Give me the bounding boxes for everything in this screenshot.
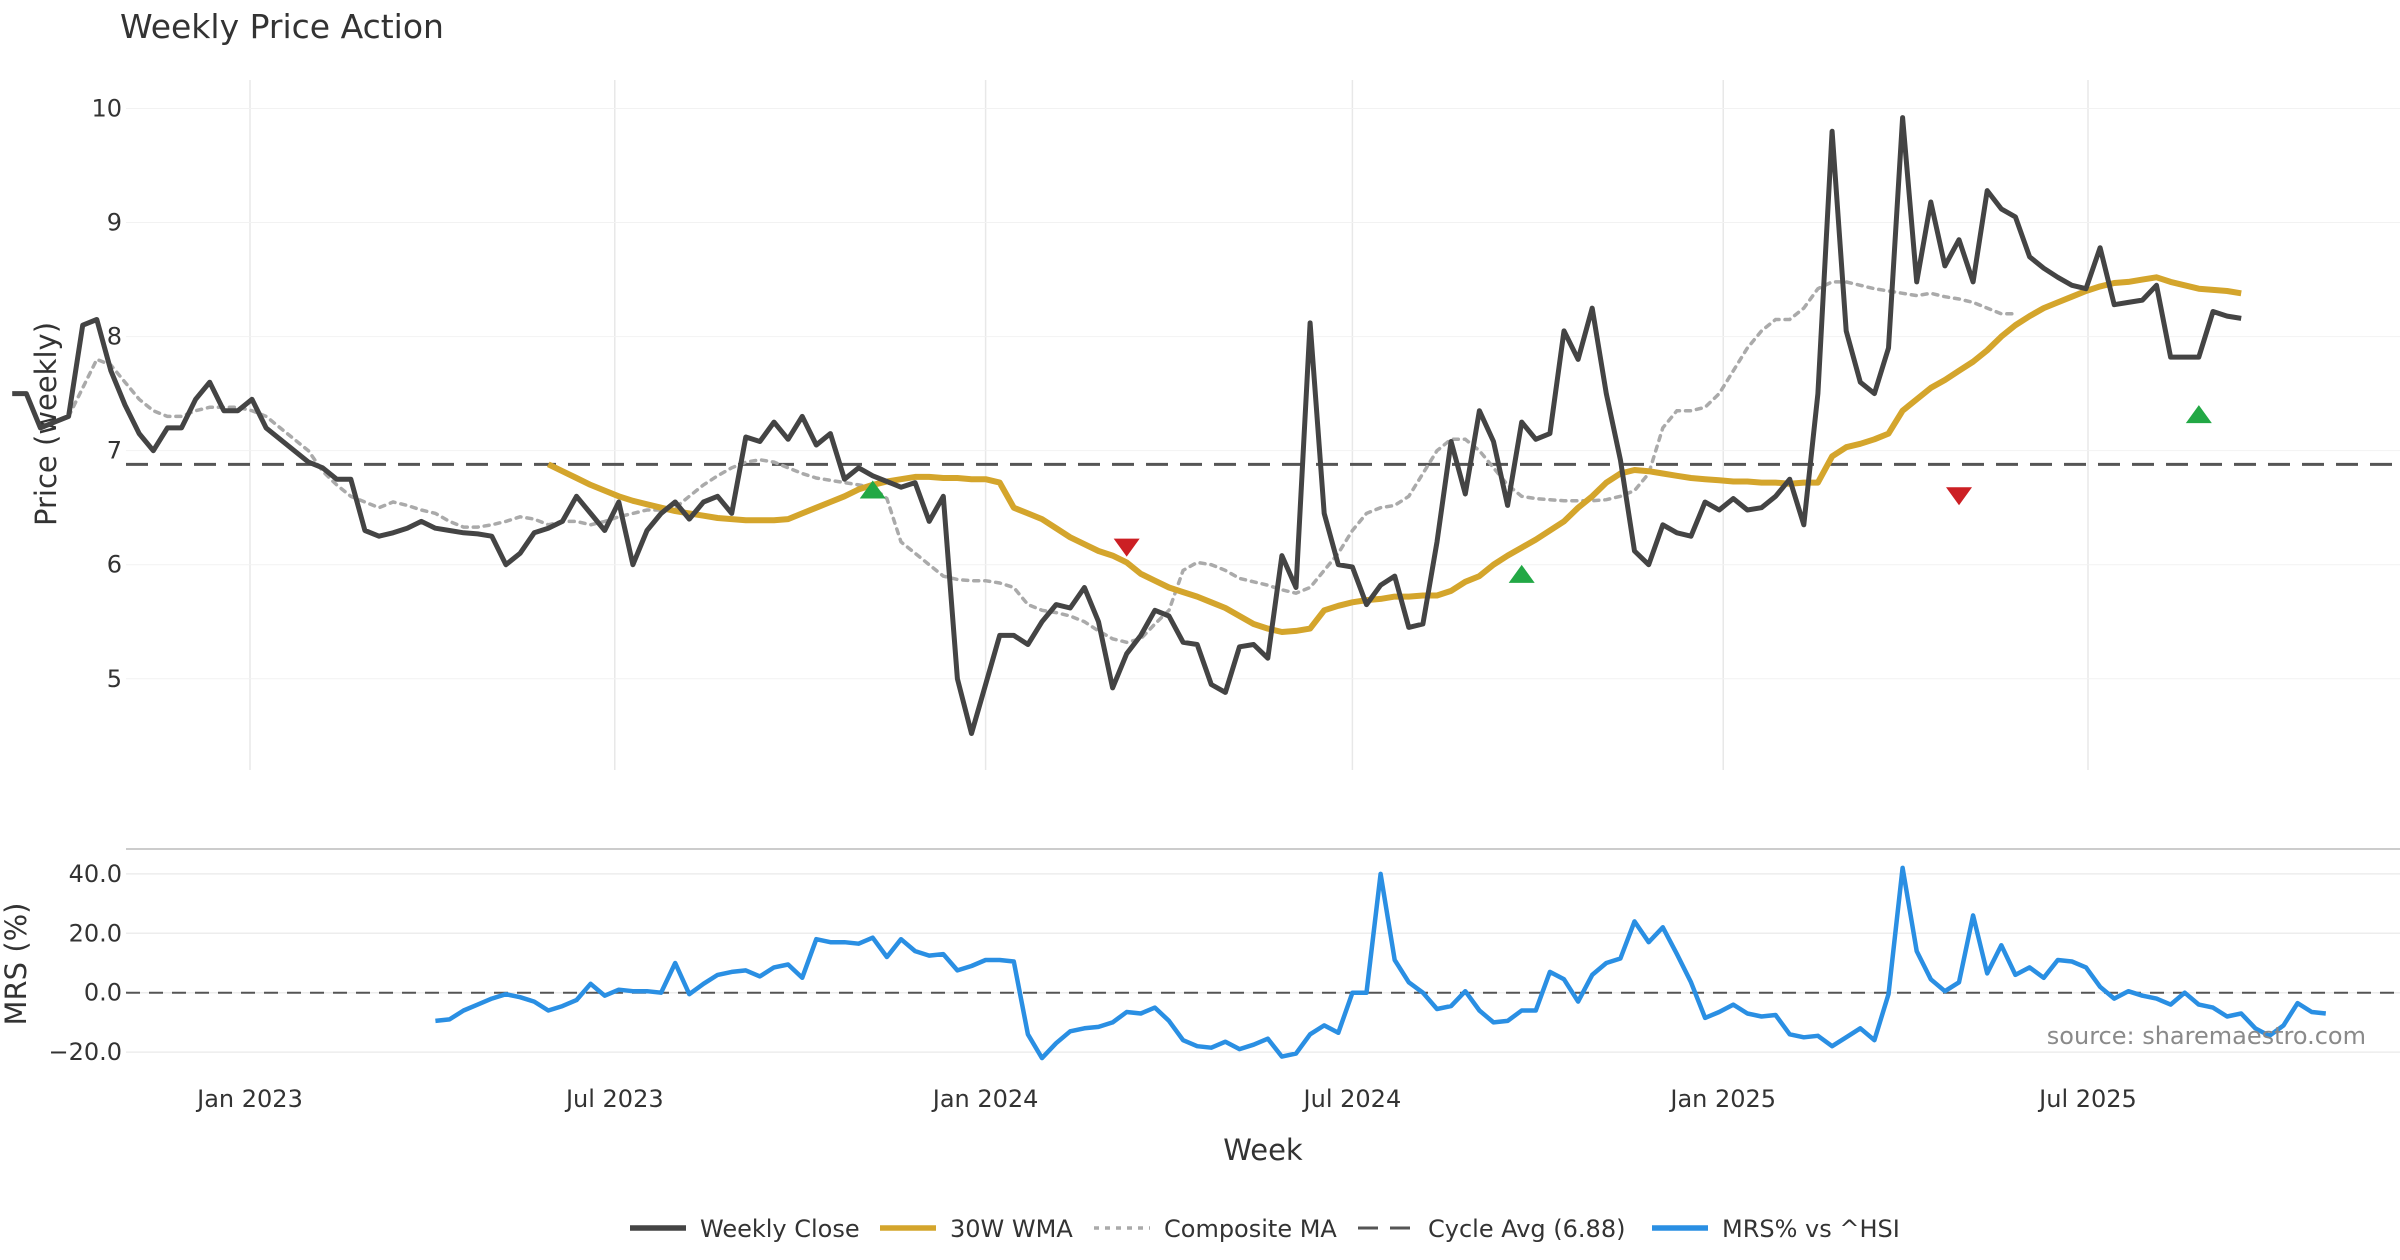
price-y-ticks: 5 6 7 8 9 10 [91,95,122,693]
sell-signal-marker [1113,538,1140,557]
legend-label: Composite MA [1164,1215,1337,1243]
weekly-close-line [12,115,2242,736]
mrs-y-tick-label: 40.0 [69,860,122,888]
chart-title: Weekly Price Action [120,7,444,46]
x-tick-label: Jul 2023 [564,1085,664,1113]
mrs-y-tick-label: −20.0 [48,1038,122,1066]
x-axis-ticks: Jan 2023 Jul 2023 Jan 2024 Jul 2024 Jan 2025… [195,1085,2137,1113]
x-axis-title: Week [1223,1133,1303,1167]
mrs-y-tick-label: 0.0 [84,979,122,1007]
price-y-tick-label: 5 [107,665,122,693]
signal-markers [859,405,2212,583]
x-tick-label: Jan 2025 [1668,1085,1776,1113]
legend: Weekly Close 30W WMA Composite MA Cycle Avg… [630,1215,1900,1243]
buy-signal-marker [859,480,886,499]
mrs-axis-title: MRS (%) [0,903,33,1026]
price-y-tick-label: 7 [107,437,122,465]
buy-signal-marker [1508,564,1535,583]
wma-30w-line [546,274,2242,635]
x-tick-label: Jul 2025 [2037,1085,2137,1113]
legend-label: Cycle Avg (6.88) [1428,1215,1625,1243]
price-panel-gridlines [126,80,2400,770]
mrs-y-tick-label: 20.0 [69,919,122,947]
legend-label: MRS% vs ^HSI [1722,1215,1900,1243]
buy-signal-marker [2185,405,2212,424]
composite-ma-line [66,280,2018,645]
mrs-y-ticks: 40.0 20.0 0.0 −20.0 [48,860,122,1066]
sell-signal-marker [1946,487,1973,506]
x-tick-label: Jul 2024 [1302,1085,1402,1113]
legend-label: 30W WMA [950,1215,1073,1243]
price-y-tick-label: 10 [91,95,122,123]
source-note: source: sharemaestro.com [2047,1022,2366,1050]
legend-label: Weekly Close [700,1215,860,1243]
x-tick-label: Jan 2024 [931,1085,1039,1113]
price-y-tick-label: 8 [107,323,122,351]
price-y-tick-label: 9 [107,209,122,237]
x-tick-label: Jan 2023 [195,1085,303,1113]
mrs-line [435,865,2327,1061]
price-y-tick-label: 6 [107,551,122,579]
